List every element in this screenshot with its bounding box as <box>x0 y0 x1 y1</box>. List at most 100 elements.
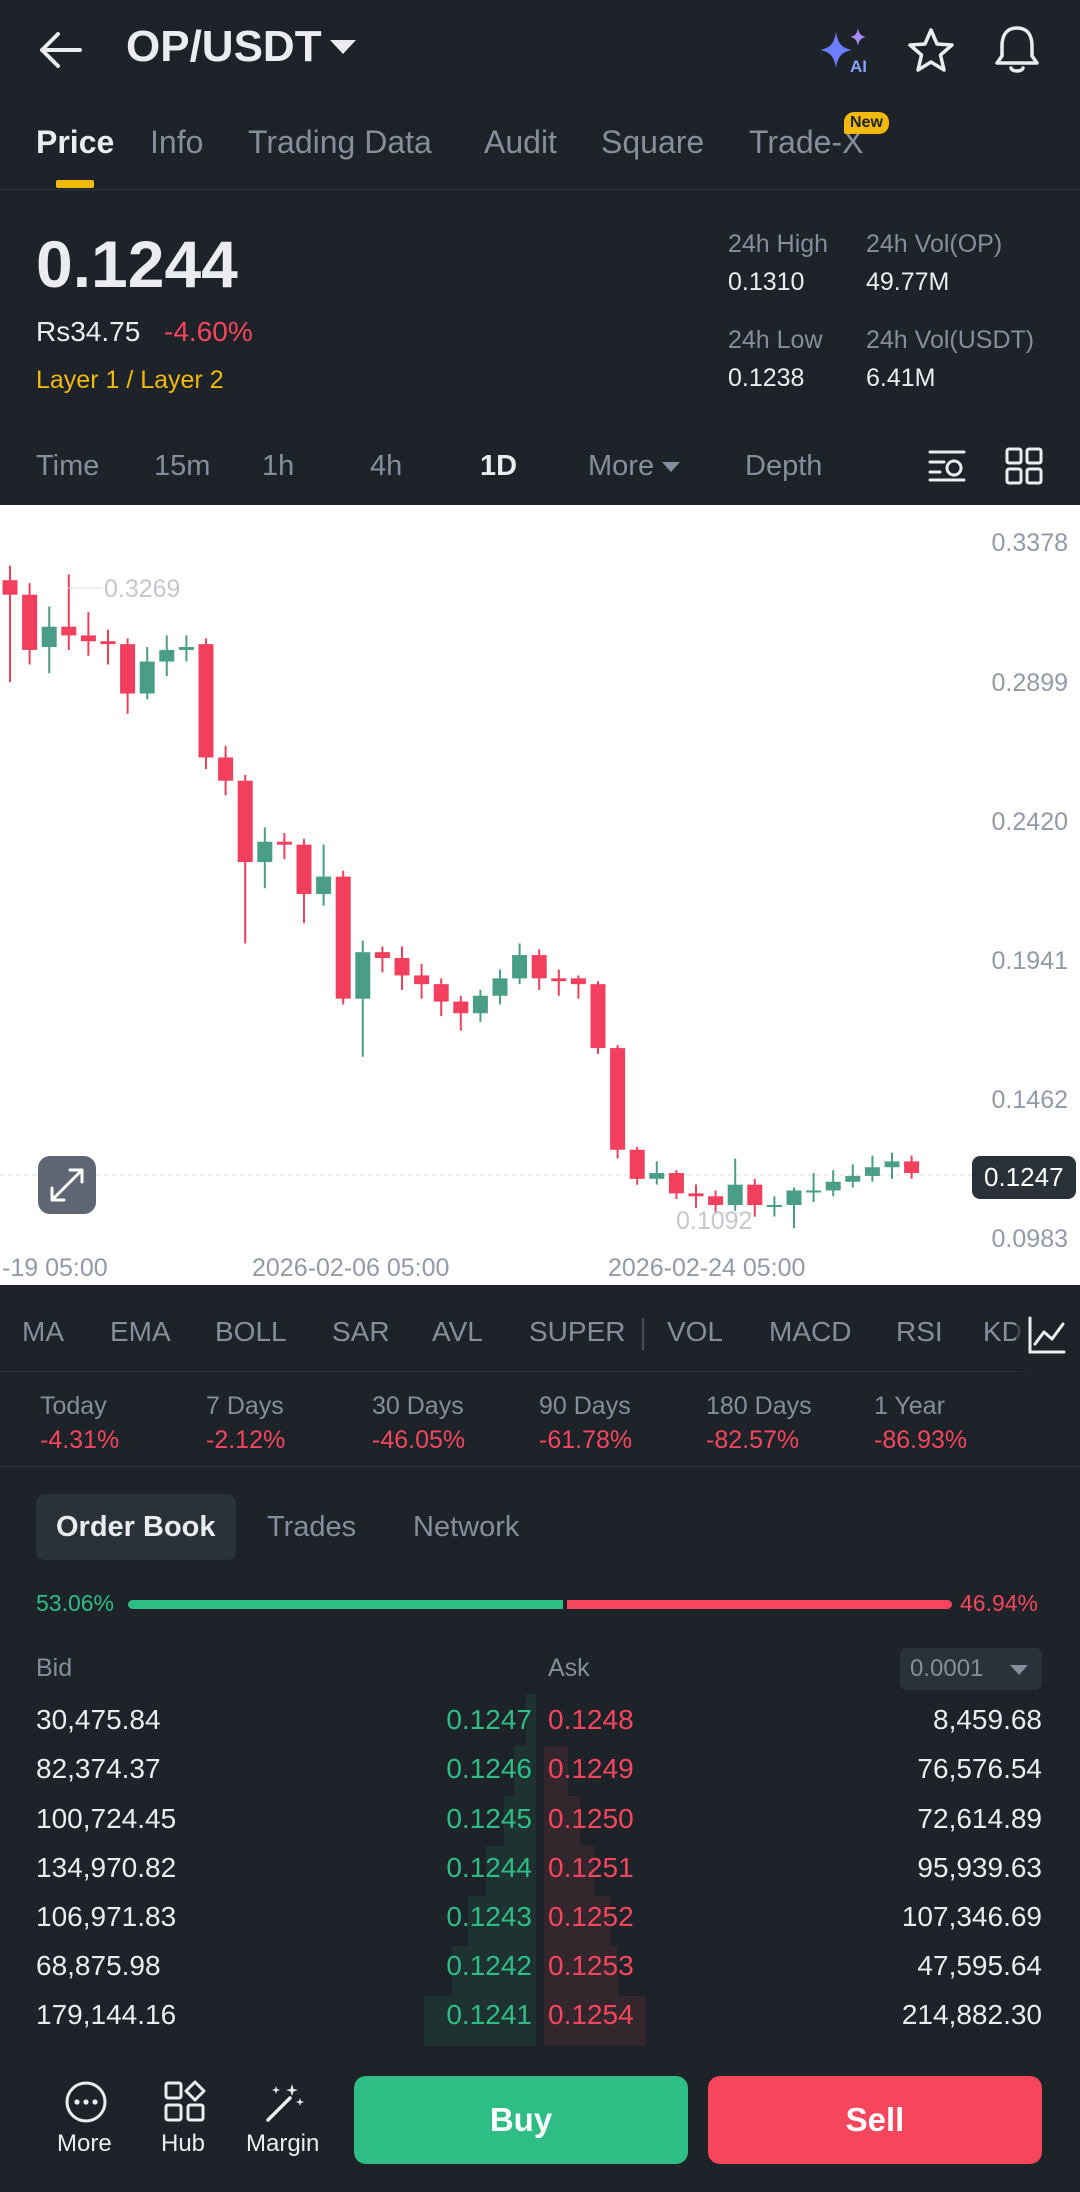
nav-more-label[interactable]: More <box>57 2130 112 2157</box>
bid-price: 0.1244 <box>446 1852 532 1883</box>
tab-audit[interactable]: Audit <box>484 124 557 160</box>
candle-body <box>139 661 155 694</box>
indicator-vol[interactable]: VOL <box>667 1316 724 1347</box>
candle-body <box>845 1175 861 1182</box>
candle-body <box>198 644 214 758</box>
low-24h-value: 0.1238 <box>728 364 805 392</box>
bid-quantity: 106,971.83 <box>36 1901 177 1932</box>
order-book-row[interactable]: 179,144.16 0.1241 0.1254 214,882.30 <box>0 1991 1080 2040</box>
tab-square[interactable]: Square <box>601 124 705 160</box>
more-caret-icon <box>662 462 681 473</box>
top-bar: OP/USDT AI <box>0 0 1080 100</box>
candle-body <box>61 626 77 636</box>
candle-body <box>884 1161 900 1168</box>
ai-sparkle-icon[interactable]: AI <box>818 26 874 76</box>
bid-price: 0.1242 <box>446 1950 532 1981</box>
buy-button[interactable]: Buy <box>354 2076 688 2164</box>
order-book-row[interactable]: 100,724.45 0.1245 0.1250 72,614.89 <box>0 1795 1080 1844</box>
candle-body <box>727 1184 743 1205</box>
x-tick: 2026-02-06 05:00 <box>252 1254 449 1282</box>
sell-button[interactable]: Sell <box>708 2076 1042 2164</box>
order-book-row[interactable]: 68,875.98 0.1242 0.1253 47,595.64 <box>0 1942 1080 1991</box>
bell-icon[interactable] <box>992 24 1042 76</box>
indicator-boll[interactable]: BOLL <box>215 1316 287 1347</box>
candle-body <box>649 1173 665 1179</box>
precision-value: 0.0001 <box>910 1655 984 1682</box>
bid-depth-bar <box>504 1796 536 1846</box>
tab-trades[interactable]: Trades <box>267 1511 357 1543</box>
expand-chart-button[interactable] <box>38 1156 96 1214</box>
tab-trading-data[interactable]: Trading Data <box>248 124 432 160</box>
indicator-ma[interactable]: MA <box>22 1316 64 1347</box>
sector-tag[interactable]: Layer 1 / Layer 2 <box>36 366 224 394</box>
order-book-row[interactable]: 134,970.82 0.1244 0.1251 95,939.63 <box>0 1844 1080 1893</box>
precision-select[interactable]: 0.0001 <box>900 1648 1042 1690</box>
chart-settings-icon[interactable] <box>926 446 968 486</box>
indicator-sar[interactable]: SAR <box>332 1316 390 1347</box>
indicator-super[interactable]: SUPER <box>529 1316 626 1347</box>
ask-price: 0.1254 <box>548 1999 634 2030</box>
order-book-row[interactable]: 106,971.83 0.1243 0.1252 107,346.69 <box>0 1893 1080 1942</box>
bid-price: 0.1243 <box>446 1901 532 1932</box>
price-chart[interactable]: 0.3378 0.2899 0.2420 0.1941 0.1462 0.098… <box>0 505 1080 1285</box>
nav-hub-label[interactable]: Hub <box>161 2130 206 2157</box>
interval-15m[interactable]: 15m <box>154 450 211 482</box>
order-book-row[interactable]: 82,374.37 0.1246 0.1249 76,576.54 <box>0 1745 1080 1794</box>
tab-order-book[interactable]: Order Book <box>36 1494 236 1560</box>
bid-quantity: 68,875.98 <box>36 1950 161 1981</box>
bid-depth-bar <box>526 1694 536 1746</box>
ask-quantity: 8,459.68 <box>933 1704 1042 1735</box>
indicator-rsi[interactable]: RSI <box>896 1316 943 1347</box>
tab-price[interactable]: Price <box>36 124 115 160</box>
pair-title[interactable]: OP/USDT <box>126 22 322 71</box>
candle-body <box>41 626 57 648</box>
interval-time[interactable]: Time <box>36 450 100 482</box>
high-marker: 0.3269 <box>104 575 180 603</box>
bid-price: 0.1247 <box>446 1704 532 1735</box>
interval-depth[interactable]: Depth <box>745 450 823 482</box>
hub-grid-icon[interactable] <box>163 2080 207 2124</box>
y-tick: 0.1462 <box>992 1086 1068 1114</box>
layout-grid-icon[interactable] <box>1004 446 1044 486</box>
pair-dropdown-caret-icon[interactable] <box>330 40 356 54</box>
star-icon[interactable] <box>906 26 956 76</box>
candle-body <box>747 1184 763 1205</box>
candle-body <box>551 978 567 982</box>
perf-1y-value: -86.93% <box>874 1426 968 1454</box>
interval-more[interactable]: More <box>588 450 681 483</box>
tab-network[interactable]: Network <box>413 1511 520 1543</box>
tab-info[interactable]: Info <box>150 124 204 160</box>
candle-body <box>335 876 351 999</box>
vol-op-label: 24h Vol(OP) <box>866 230 1003 258</box>
interval-1d[interactable]: 1D <box>480 450 518 482</box>
perf-1y-label: 1 Year <box>874 1392 945 1420</box>
candle-body <box>80 635 96 642</box>
indicator-macd[interactable]: MACD <box>769 1316 852 1347</box>
indicator-kd[interactable]: KD <box>983 1316 1022 1347</box>
indicator-ema[interactable]: EMA <box>110 1316 171 1347</box>
candle-body <box>453 1001 469 1014</box>
perf-7d-value: -2.12% <box>206 1426 286 1454</box>
ask-price: 0.1248 <box>548 1704 634 1735</box>
interval-4h[interactable]: 4h <box>370 450 403 482</box>
margin-wand-icon[interactable] <box>262 2080 306 2124</box>
indicator-settings-icon[interactable] <box>1026 1314 1068 1356</box>
low-24h-label: 24h Low <box>728 326 823 354</box>
active-tab-indicator <box>56 180 94 188</box>
nav-margin-label[interactable]: Margin <box>246 2130 320 2157</box>
more-dots-icon[interactable] <box>64 2080 108 2124</box>
vol-op-value: 49.77M <box>866 268 950 296</box>
section-divider <box>0 1466 1080 1467</box>
bid-depth-bar <box>468 1896 536 1946</box>
candle-body <box>237 780 253 863</box>
order-book-row[interactable]: 30,475.84 0.1247 0.1248 8,459.68 <box>0 1696 1080 1745</box>
last-price: 0.1244 <box>36 227 238 301</box>
perf-today-label: Today <box>40 1392 107 1420</box>
candle-body <box>374 952 390 958</box>
bid-price: 0.1241 <box>446 1999 532 2030</box>
back-arrow-icon[interactable] <box>36 28 86 72</box>
interval-1h[interactable]: 1h <box>262 450 295 482</box>
ask-quantity: 76,576.54 <box>917 1753 1042 1784</box>
x-tick: -19 05:00 <box>2 1254 108 1282</box>
indicator-avl[interactable]: AVL <box>432 1316 483 1347</box>
